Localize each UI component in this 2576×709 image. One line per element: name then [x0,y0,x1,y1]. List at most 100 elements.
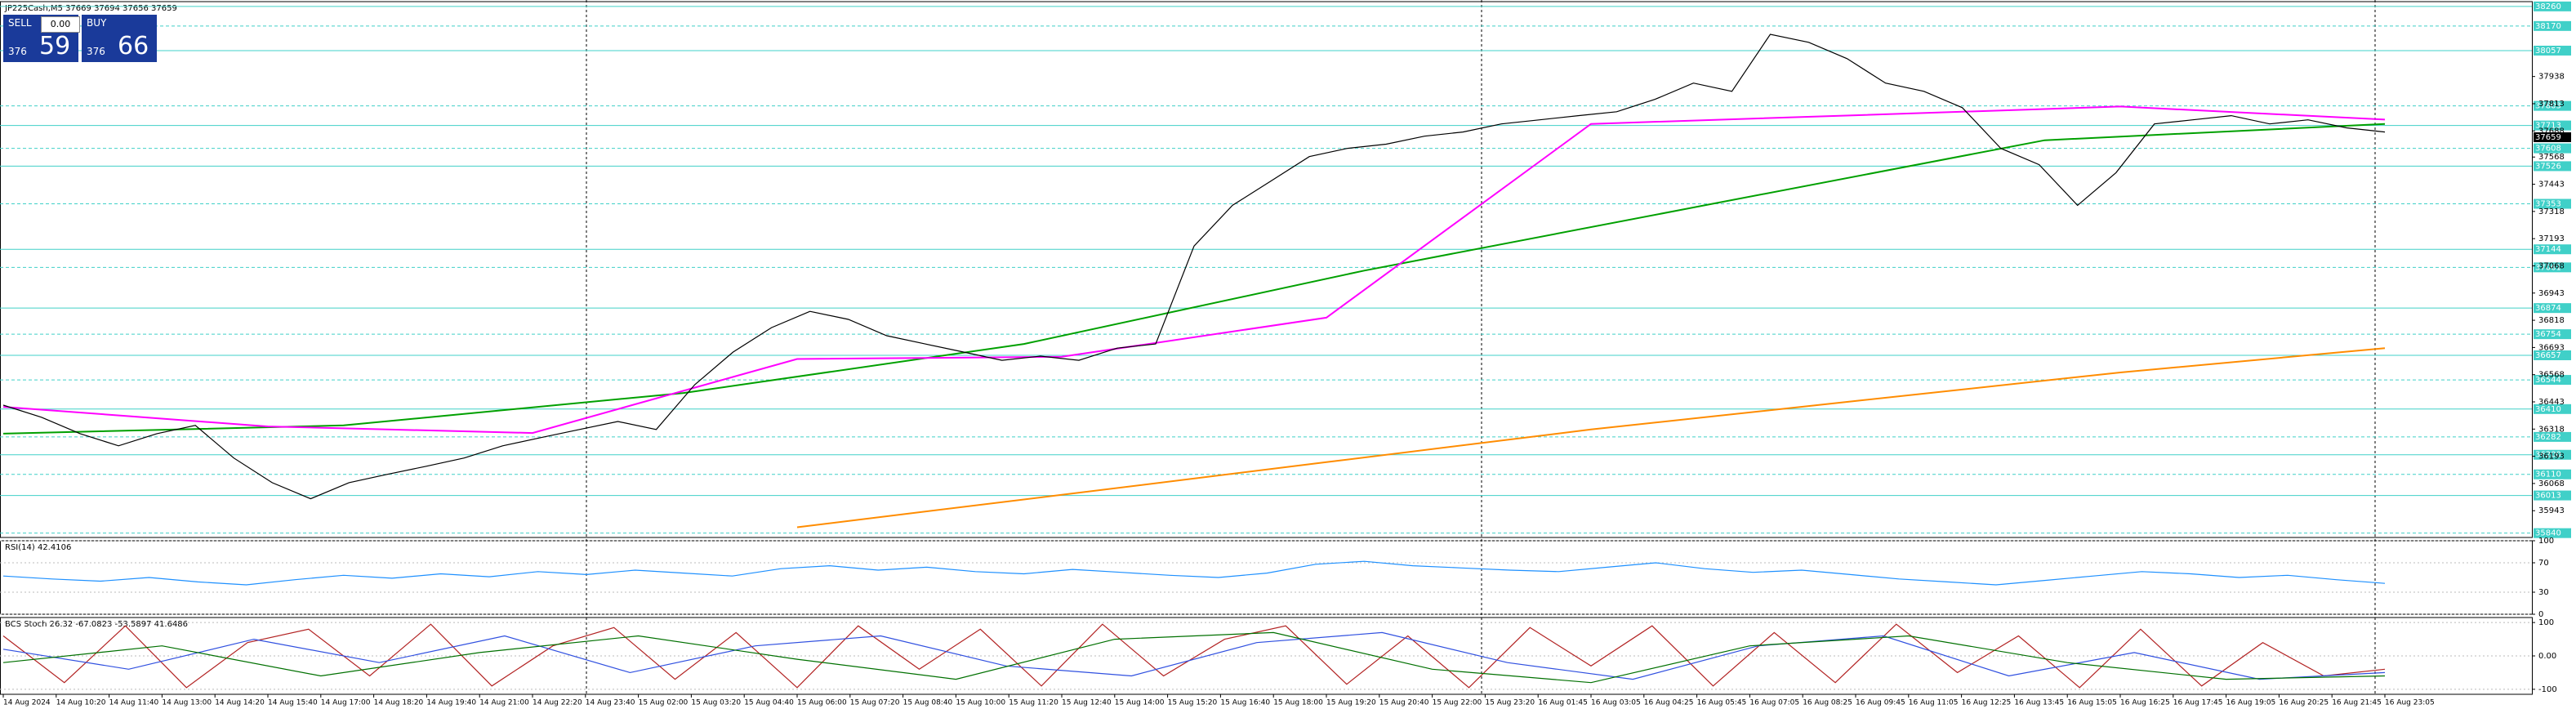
y-tick-label: 0.00 [2538,652,2556,661]
x-tick-label: 16 Aug 20:25 [2279,699,2329,707]
y-tick-label: 37938 [2538,73,2565,82]
level-tag [2534,431,2571,442]
x-tick-label: 14 Aug 14:20 [215,699,265,707]
x-tick-label: 16 Aug 17:45 [2173,699,2223,707]
series-line [2,560,2386,586]
level-tag [2534,350,2571,360]
x-tick-label: 14 Aug 2024 [3,699,51,707]
y-tick-label: 37318 [2538,207,2565,216]
x-tick-label: 16 Aug 15:05 [2067,699,2117,707]
series-line [2,631,2386,680]
level-label: 38057 [2535,47,2561,56]
y-tick-label: 36068 [2538,479,2565,488]
x-tick-label: 15 Aug 11:20 [1009,699,1058,707]
level-label: 37713 [2535,122,2561,131]
x-tick-label: 14 Aug 19:40 [426,699,476,707]
buy-button[interactable]: BUY 376 66 [82,15,157,62]
level-tag [2534,404,2571,414]
y-tick-label: 37193 [2538,234,2565,243]
x-tick-label: 16 Aug 11:05 [1909,699,1959,707]
x-tick-label: 16 Aug 19:05 [2226,699,2276,707]
level-label: 36874 [2535,304,2561,313]
level-label: 37526 [2535,162,2561,171]
level-label: 36410 [2535,405,2561,414]
x-tick-label: 16 Aug 05:45 [1697,699,1747,707]
x-tick-label: 16 Aug 23:05 [2385,699,2435,707]
level-label: 37803 [2535,102,2561,111]
x-tick-label: 16 Aug 16:25 [2120,699,2170,707]
y-tick-label: 37443 [2538,181,2565,190]
last-price-tag [2534,132,2571,142]
x-tick-label: 14 Aug 22:20 [533,699,582,707]
x-tick-label: 14 Aug 18:20 [374,699,424,707]
sell-price: 59 [39,32,71,60]
level-tag [2534,469,2571,479]
x-tick-label: 16 Aug 08:25 [1803,699,1852,707]
y-tick-label: 36318 [2538,425,2565,434]
x-tick-label: 16 Aug 12:25 [1962,699,2012,707]
series-line [796,347,2386,528]
level-tag [2534,303,2571,314]
x-tick-label: 16 Aug 13:45 [2014,699,2064,707]
x-tick-label: 16 Aug 21:45 [2332,699,2382,707]
level-tag [2534,198,2571,209]
lot-input[interactable]: 0.00 [41,16,80,33]
y-tick-label: 36818 [2538,316,2565,325]
level-tag [2534,329,2571,340]
panel-frame [0,1,2533,538]
level-tag [2534,120,2571,131]
x-tick-label: 15 Aug 14:00 [1115,699,1165,707]
x-tick-label: 15 Aug 10:00 [956,699,1005,707]
x-tick-label: 16 Aug 03:05 [1591,699,1641,707]
level-label: 36200 [2535,451,2561,460]
sell-big: 376 [8,46,27,57]
x-tick-label: 16 Aug 04:25 [1644,699,1694,707]
level-label: 36657 [2535,351,2561,360]
y-tick-label: 0 [2538,610,2543,619]
series-line [2,623,2386,689]
lot: 0.00 [50,19,71,29]
y-tick-label: 70 [2538,559,2549,568]
x-tick-label: 14 Aug 11:40 [109,699,159,707]
y-tick-label: 100 [2538,618,2554,627]
y-tick-label: 36943 [2538,289,2565,298]
x-tick-label: 14 Aug 17:00 [321,699,371,707]
last-price-label: 37659 [2535,133,2561,142]
day-separators [586,0,2376,696]
level-tag [2534,100,2571,111]
x-tick-label: 15 Aug 04:40 [744,699,794,707]
buy-big: 376 [87,46,105,57]
level-tag [2534,244,2571,255]
x-tick-label: 15 Aug 18:00 [1273,699,1323,707]
x-tick-label: 14 Aug 23:40 [586,699,635,707]
level-label: 36110 [2535,470,2561,479]
y-tick-label: 36568 [2538,371,2565,380]
level-tag [2534,262,2571,273]
x-tick-label: 15 Aug 19:20 [1326,699,1376,707]
x-tick-label: 16 Aug 07:05 [1749,699,1799,707]
level-label: 36754 [2535,330,2561,339]
x-tick-label: 15 Aug 22:00 [1433,699,1482,707]
level-tag [2534,20,2571,31]
x-tick-label: 15 Aug 23:20 [1485,699,1535,707]
x-tick-label: 15 Aug 20:40 [1379,699,1429,707]
level-label: 38260 [2535,2,2561,11]
level-label: 36282 [2535,433,2561,442]
x-tick-label: 14 Aug 21:00 [479,699,529,707]
y-tick-label: 35943 [2538,506,2565,515]
x-tick-label: 15 Aug 06:00 [797,699,847,707]
x-tick-label: 16 Aug 09:45 [1856,699,1905,707]
series-line [2,33,2386,500]
buy-label: BUY [87,17,107,29]
x-tick-label: 15 Aug 02:00 [639,699,689,707]
level-tag [2534,143,2571,154]
y-tick-label: 100 [2538,537,2554,546]
level-tag [2534,490,2571,501]
y-tick-label: 37688 [2538,127,2565,136]
y-tick-label: 36443 [2538,398,2565,407]
y-tick-label: -100 [2538,685,2557,694]
level-tag [2534,528,2571,538]
level-tag [2534,375,2571,386]
